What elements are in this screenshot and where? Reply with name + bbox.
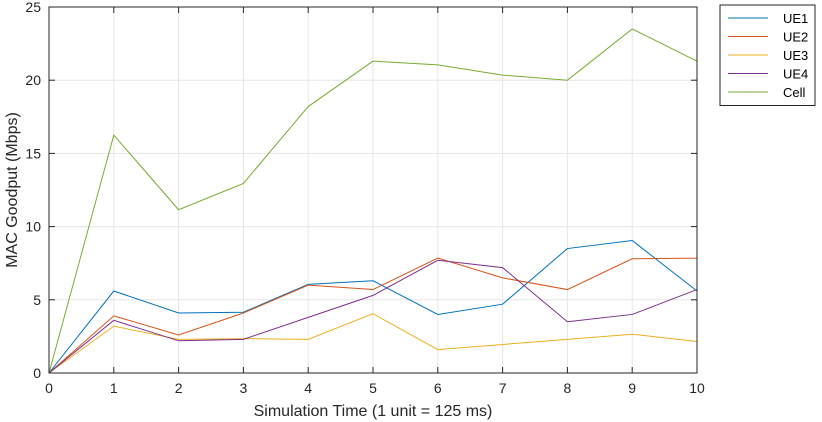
x-tick-label: 9 [628,380,636,396]
x-axis-title: Simulation Time (1 unit = 125 ms) [254,403,493,420]
legend-label-ue3: UE3 [783,48,808,63]
y-tick-label: 25 [25,0,41,15]
x-tick-label: 6 [434,380,442,396]
x-tick-label: 10 [689,380,705,396]
series-line-ue2 [48,257,698,374]
legend-label-ue1: UE1 [783,11,808,26]
y-axis-title: MAC Goodput (Mbps) [4,112,21,268]
series-line-ue4 [48,259,698,374]
y-tick-label: 20 [25,72,41,88]
legend-label-cell: Cell [783,85,806,100]
legend-label-ue4: UE4 [783,67,808,82]
legend-label-ue2: UE2 [783,30,808,45]
x-tick-label: 4 [304,380,312,396]
y-tick-label: 15 [25,145,41,161]
y-tick-label: 5 [33,292,41,308]
y-tick-label: 0 [33,365,41,381]
x-tick-label: 2 [175,380,183,396]
y-tick-label: 10 [25,219,41,235]
legend: UE1 UE2 UE3 UE4 Cell [719,4,816,106]
series-lines [48,28,698,374]
tick-labels: 0 1 2 3 4 5 6 7 8 9 10 0 5 10 15 20 25 [25,0,705,396]
x-tick-label: 1 [110,380,118,396]
series-line-cell [48,28,698,374]
x-tick-label: 3 [240,380,248,396]
x-tick-label: 0 [45,380,53,396]
axes [48,6,698,374]
series-line-ue3 [48,313,698,374]
x-tick-label: 5 [369,380,377,396]
x-tick-label: 8 [564,380,572,396]
series-line-ue1 [48,239,698,374]
x-tick-label: 7 [499,380,507,396]
